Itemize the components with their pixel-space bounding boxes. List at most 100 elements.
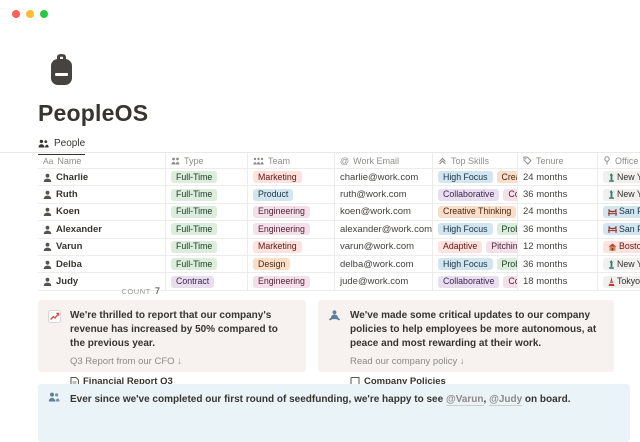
office-cell[interactable]: Boston bbox=[598, 239, 640, 256]
skill-tag: Communicat bbox=[503, 188, 517, 201]
type-tag: Contract bbox=[171, 275, 215, 288]
team-cell[interactable]: Engineering bbox=[248, 203, 335, 222]
office-cell[interactable]: New York bbox=[598, 256, 640, 274]
skill-tag: Communicat bbox=[503, 275, 517, 288]
statue-of-liberty-icon bbox=[608, 259, 615, 269]
office-cell[interactable]: San Francisco bbox=[598, 221, 640, 239]
tenure-cell[interactable]: 12 months bbox=[518, 238, 598, 256]
callout-text: We've made some critical updates to our … bbox=[350, 310, 597, 349]
tenure-cell[interactable]: 36 months bbox=[518, 255, 598, 274]
person-icon bbox=[43, 207, 52, 217]
team-cell[interactable]: Engineering bbox=[248, 221, 335, 239]
type-cell[interactable]: Full-Time bbox=[166, 186, 248, 204]
tenure-cell[interactable]: 18 months bbox=[518, 273, 598, 291]
mention-judy[interactable]: @Judy bbox=[489, 394, 523, 406]
type-cell[interactable]: Contract bbox=[166, 273, 248, 291]
tenure-cell[interactable]: 36 months bbox=[518, 186, 598, 204]
tenure-cell[interactable]: 36 months bbox=[518, 221, 598, 239]
type-tag: Full-Time bbox=[171, 240, 218, 253]
person-name: Varun bbox=[56, 241, 83, 253]
team-tag: Product bbox=[253, 188, 294, 201]
callout-text: Ever since we've completed our first rou… bbox=[70, 393, 618, 407]
email-cell[interactable]: ruth@work.com bbox=[335, 186, 433, 204]
column-header-office[interactable]: Office bbox=[598, 153, 640, 169]
skill-tag: High Focus bbox=[438, 223, 493, 236]
name-cell[interactable]: Alexander bbox=[38, 221, 166, 239]
team-tag: Design bbox=[253, 258, 291, 271]
type-cell[interactable]: Full-Time bbox=[166, 221, 248, 239]
team-tag: Marketing bbox=[253, 171, 302, 184]
tab-people[interactable]: People bbox=[38, 138, 86, 155]
email-cell[interactable]: varun@work.com bbox=[335, 238, 433, 256]
type-cell[interactable]: Full-Time bbox=[166, 169, 248, 187]
person-icon bbox=[43, 242, 52, 252]
name-cell[interactable]: Varun bbox=[38, 238, 166, 256]
name-cell[interactable]: Koen bbox=[38, 203, 166, 222]
divider bbox=[0, 152, 640, 153]
text-type-icon: Aa bbox=[43, 155, 54, 166]
email-cell[interactable]: alexander@work.com bbox=[335, 221, 433, 239]
people-icon bbox=[253, 157, 264, 164]
name-cell[interactable]: Ruth bbox=[38, 186, 166, 204]
office-tag: San Francisco bbox=[603, 223, 640, 236]
bridge-icon bbox=[608, 225, 617, 234]
team-cell[interactable]: Marketing bbox=[248, 169, 335, 187]
office-cell[interactable]: New York bbox=[598, 169, 640, 187]
backpack-icon[interactable] bbox=[48, 53, 75, 88]
skills-cell[interactable]: High FocusProblem Solve bbox=[433, 221, 518, 239]
table-footer-count[interactable]: COUNT 7 bbox=[121, 286, 160, 297]
office-tag: San Francisco bbox=[603, 205, 640, 218]
callout-text: We're thrilled to report that our compan… bbox=[70, 310, 278, 349]
team-cell[interactable]: Marketing bbox=[248, 238, 335, 256]
person-name: Ruth bbox=[56, 189, 78, 201]
office-cell[interactable]: New York bbox=[598, 186, 640, 204]
type-cell[interactable]: Full-Time bbox=[166, 255, 248, 274]
column-header-skills[interactable]: Top Skills bbox=[433, 153, 518, 169]
window-controls bbox=[12, 10, 48, 18]
office-cell[interactable]: Tokyo bbox=[598, 273, 640, 291]
name-cell[interactable]: Charlie bbox=[38, 169, 166, 187]
at-icon: @ bbox=[340, 155, 350, 166]
type-cell[interactable]: Full-Time bbox=[166, 238, 248, 256]
type-cell[interactable]: Full-Time bbox=[166, 203, 248, 222]
select-icon bbox=[171, 157, 180, 164]
person-name: Delba bbox=[56, 258, 82, 270]
skills-cell[interactable]: Creative ThinkingCommu bbox=[433, 203, 518, 222]
column-header-tenure[interactable]: Tenure bbox=[518, 153, 598, 169]
close-button[interactable] bbox=[12, 10, 20, 18]
column-header-type[interactable]: Type bbox=[166, 153, 248, 169]
name-cell[interactable]: Judy bbox=[38, 273, 166, 291]
name-cell[interactable]: Delba bbox=[38, 255, 166, 274]
person-name: Koen bbox=[56, 206, 80, 218]
tag-icon bbox=[523, 156, 532, 165]
office-cell[interactable]: San Francisco bbox=[598, 204, 640, 222]
column-header-email[interactable]: @ Work Email bbox=[335, 153, 433, 169]
column-header-name[interactable]: Aa Name bbox=[38, 153, 166, 169]
skill-tag: Problem Solve bbox=[496, 258, 517, 271]
tab-label: People bbox=[54, 138, 86, 149]
email-cell[interactable]: jude@work.com bbox=[335, 273, 433, 291]
skills-cell[interactable]: High FocusCreative Think bbox=[433, 169, 518, 187]
chart-increasing-icon bbox=[48, 310, 61, 323]
email-cell[interactable]: delba@work.com bbox=[335, 255, 433, 274]
column-header-team[interactable]: Team bbox=[248, 153, 335, 169]
pin-icon bbox=[604, 156, 610, 165]
person-name: Charlie bbox=[56, 171, 89, 183]
tenure-cell[interactable]: 24 months bbox=[518, 203, 598, 222]
skills-cell[interactable]: AdaptivePitchingContr bbox=[433, 238, 518, 256]
mention-varun[interactable]: @Varun bbox=[445, 394, 484, 406]
email-cell[interactable]: koen@work.com bbox=[335, 203, 433, 222]
skill-tag: Creative Thinking bbox=[438, 205, 517, 218]
team-cell[interactable]: Engineering bbox=[248, 273, 335, 291]
skills-cell[interactable]: High FocusProblem Solve bbox=[433, 255, 518, 274]
tenure-cell[interactable]: 24 months bbox=[518, 169, 598, 187]
zoom-button[interactable] bbox=[40, 10, 48, 18]
team-cell[interactable]: Product bbox=[248, 186, 335, 204]
callout-subtext: Read our company policy ↓ bbox=[350, 356, 465, 367]
email-cell[interactable]: charlie@work.com bbox=[335, 169, 433, 187]
team-cell[interactable]: Design bbox=[248, 255, 335, 274]
minimize-button[interactable] bbox=[26, 10, 34, 18]
skills-cell[interactable]: CollaborativeCommunicat bbox=[433, 273, 518, 291]
type-tag: Full-Time bbox=[171, 258, 218, 271]
skills-cell[interactable]: CollaborativeCommunicat bbox=[433, 186, 518, 204]
